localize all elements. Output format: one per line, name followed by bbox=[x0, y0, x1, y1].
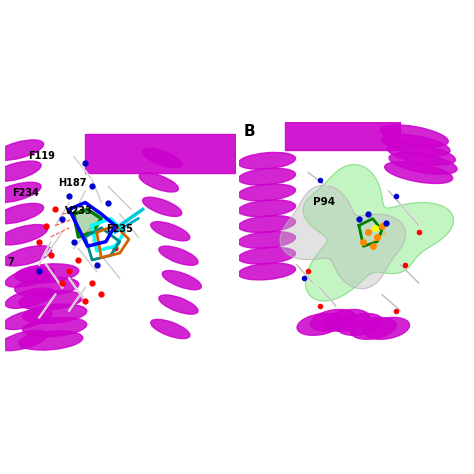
Text: F119: F119 bbox=[28, 151, 55, 161]
Ellipse shape bbox=[0, 203, 44, 224]
Ellipse shape bbox=[238, 247, 296, 264]
Ellipse shape bbox=[159, 246, 198, 265]
Ellipse shape bbox=[23, 318, 87, 337]
Ellipse shape bbox=[310, 310, 356, 331]
Ellipse shape bbox=[18, 291, 83, 310]
Ellipse shape bbox=[389, 153, 457, 174]
Ellipse shape bbox=[238, 231, 296, 248]
Ellipse shape bbox=[238, 263, 296, 280]
Ellipse shape bbox=[0, 330, 48, 351]
Text: F235: F235 bbox=[106, 224, 133, 235]
Ellipse shape bbox=[387, 143, 456, 165]
Ellipse shape bbox=[380, 125, 448, 146]
Ellipse shape bbox=[337, 313, 383, 335]
Text: V233: V233 bbox=[64, 206, 92, 216]
Polygon shape bbox=[303, 164, 454, 301]
Ellipse shape bbox=[151, 222, 190, 241]
Ellipse shape bbox=[151, 319, 190, 338]
Ellipse shape bbox=[382, 134, 450, 156]
Text: F234: F234 bbox=[12, 188, 38, 198]
Ellipse shape bbox=[3, 309, 52, 329]
Ellipse shape bbox=[139, 173, 178, 192]
Ellipse shape bbox=[15, 264, 79, 283]
Ellipse shape bbox=[23, 304, 87, 323]
Ellipse shape bbox=[0, 225, 48, 245]
Ellipse shape bbox=[238, 168, 296, 185]
Ellipse shape bbox=[351, 318, 396, 339]
Ellipse shape bbox=[18, 331, 83, 350]
Ellipse shape bbox=[0, 182, 41, 202]
Ellipse shape bbox=[162, 271, 201, 290]
Ellipse shape bbox=[3, 246, 52, 266]
Text: 7: 7 bbox=[7, 256, 14, 266]
Ellipse shape bbox=[143, 197, 182, 217]
Ellipse shape bbox=[0, 161, 41, 182]
Ellipse shape bbox=[324, 310, 369, 331]
Ellipse shape bbox=[143, 148, 182, 167]
Polygon shape bbox=[74, 210, 101, 237]
Ellipse shape bbox=[5, 288, 54, 308]
Text: H187: H187 bbox=[58, 178, 86, 188]
Ellipse shape bbox=[385, 162, 453, 183]
Ellipse shape bbox=[238, 184, 296, 201]
Ellipse shape bbox=[5, 267, 54, 287]
Ellipse shape bbox=[238, 153, 296, 169]
Ellipse shape bbox=[238, 200, 296, 217]
Ellipse shape bbox=[159, 295, 198, 314]
Polygon shape bbox=[280, 185, 405, 289]
Ellipse shape bbox=[297, 313, 343, 335]
Ellipse shape bbox=[0, 140, 44, 160]
Ellipse shape bbox=[238, 216, 296, 232]
Ellipse shape bbox=[15, 277, 79, 296]
Ellipse shape bbox=[364, 318, 410, 339]
Text: B: B bbox=[244, 124, 255, 139]
Text: P94: P94 bbox=[313, 197, 335, 207]
